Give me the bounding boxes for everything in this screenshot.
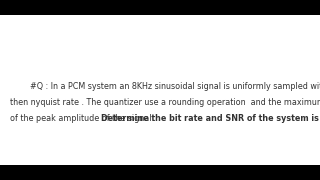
FancyBboxPatch shape	[0, 15, 320, 165]
Text: Determine the bit rate and SNR of the system is dB.: Determine the bit rate and SNR of the sy…	[101, 114, 320, 123]
Text: then nyquist rate . The quantizer use a rounding operation  and the maximum quan: then nyquist rate . The quantizer use a …	[10, 98, 320, 107]
Text: #Q : In a PCM system an 8KHz sinusoidal signal is uniformly sampled with a rate : #Q : In a PCM system an 8KHz sinusoidal …	[10, 82, 320, 91]
Text: of the peak amplitude of the signal.: of the peak amplitude of the signal.	[10, 114, 159, 123]
